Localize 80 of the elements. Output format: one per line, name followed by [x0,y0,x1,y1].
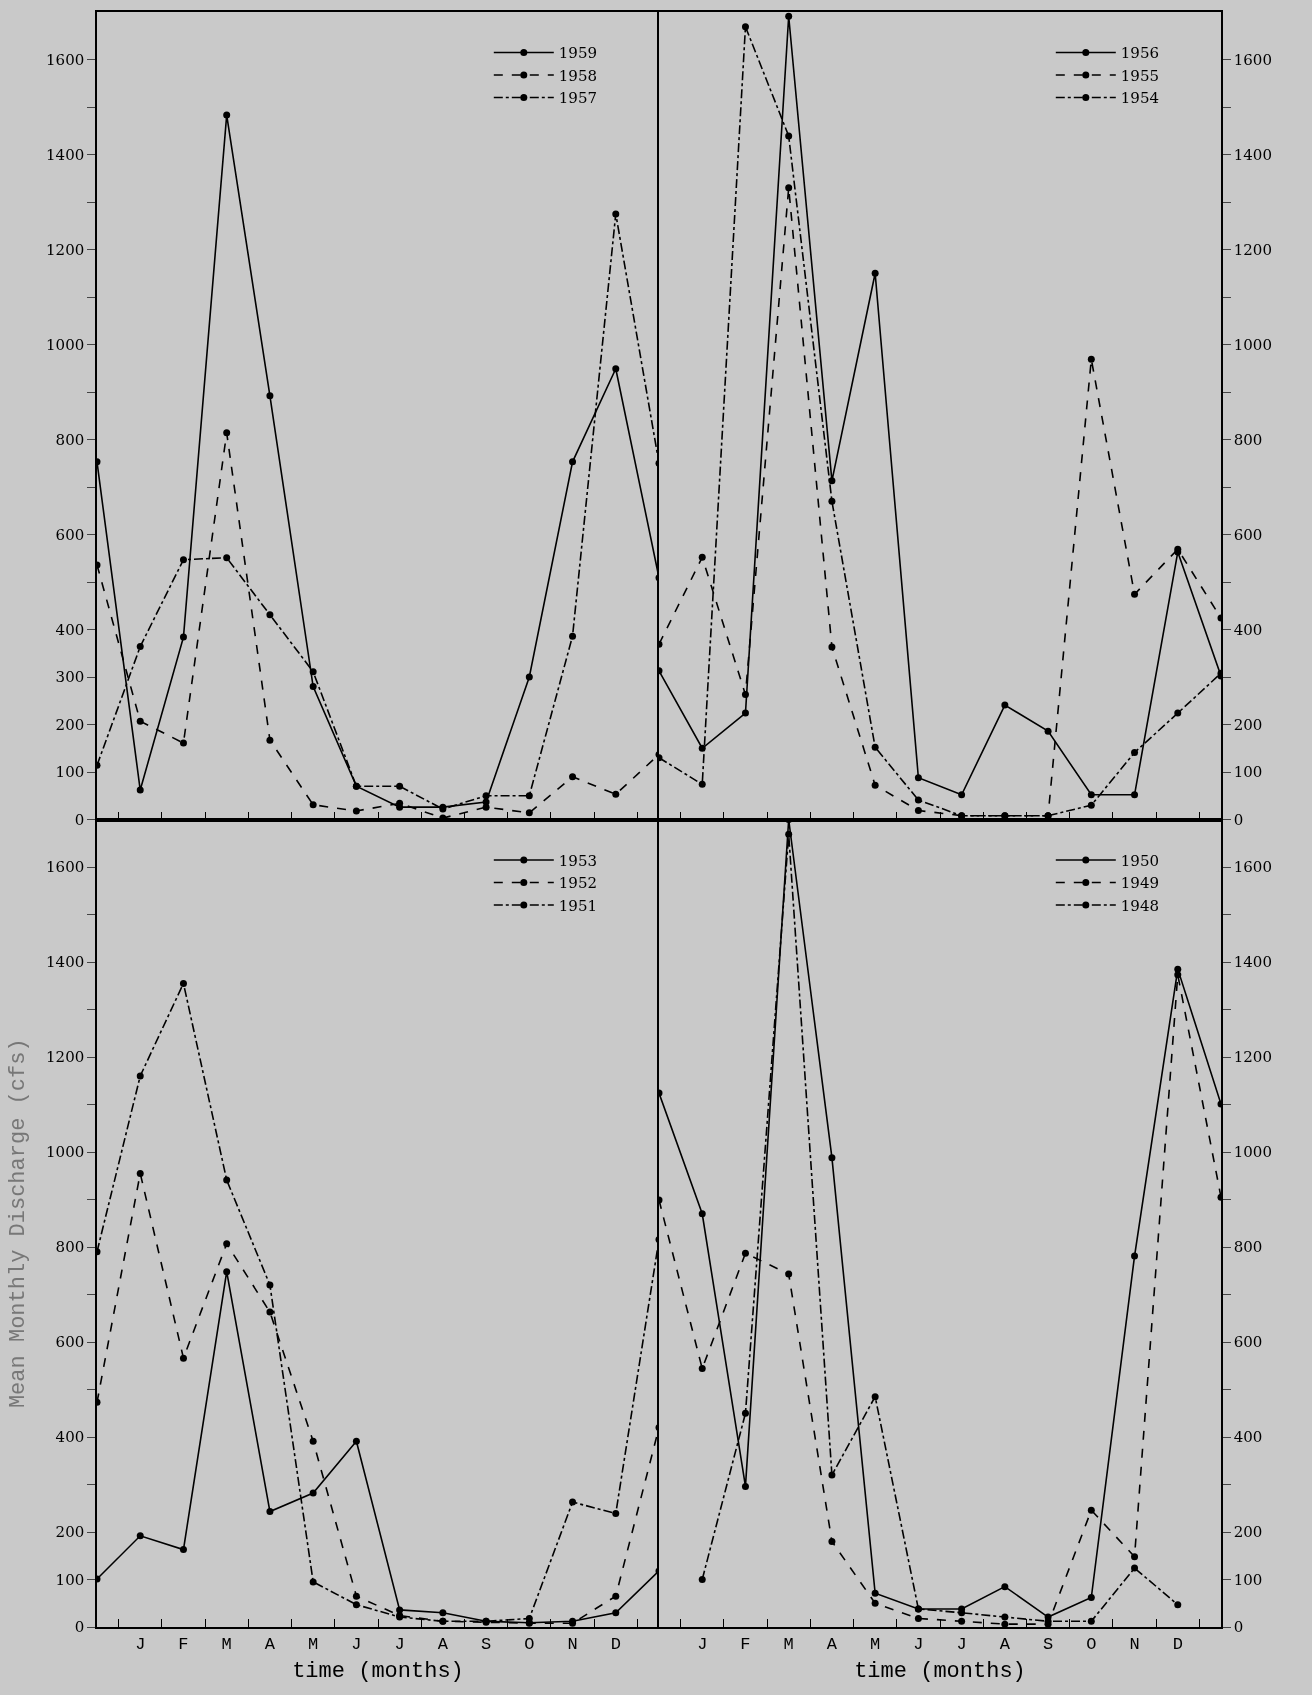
y-tick-label: 1600 [46,50,85,69]
legend-label: 1954 [1120,89,1159,108]
y-tick-label: 100 [55,1570,85,1589]
x-tick-label: M [870,1635,881,1655]
x-tick-label: M [783,1635,794,1655]
x-tick-label: D [1172,1635,1183,1655]
y-tick-label: 1600 [46,858,85,877]
y-tick-label: 1000 [1233,335,1272,354]
legend-label: 1952 [558,874,597,893]
y-tick-label: 400 [1233,620,1263,639]
x-tick-label: J [394,1635,405,1655]
y-tick-label: 1000 [1233,1143,1272,1162]
y-tick-label: 100 [1233,1570,1263,1589]
legend-label: 1959 [558,44,597,63]
x-tick-label: S [1042,1635,1054,1655]
y-tick-label: 1400 [46,145,85,164]
y-tick-label: 600 [55,1333,85,1352]
x-tick-label: N [1129,1635,1140,1655]
x-tick-label: F [740,1635,751,1655]
y-tick-label: 400 [1233,1428,1263,1447]
y-tick-label: 1400 [1233,953,1272,972]
y-tick-label: 1400 [46,953,85,972]
y-tick-label: 800 [55,1238,85,1257]
y-tick-label: 800 [55,430,85,449]
y-tick-label: 1000 [46,1143,85,1162]
x-tick-label: J [956,1635,967,1655]
y-tick-label: 300 [55,668,85,687]
x-tick-label: J [135,1635,146,1655]
x-axis-title: time (months) [854,1658,1026,1684]
legend-label: 1950 [1120,851,1159,870]
legend-label: 1951 [558,896,597,915]
legend-label: 1948 [1120,896,1159,915]
x-tick-label: F [178,1635,189,1655]
y-tick-label: 1200 [46,1048,85,1067]
x-tick-label: A [437,1635,449,1655]
x-tick-label: N [567,1635,578,1655]
y-tick-label: 100 [1233,763,1263,782]
y-tick-label: 400 [55,1428,85,1447]
x-tick-label: M [308,1635,319,1655]
y-tick-label: 400 [55,620,85,639]
x-tick-label: A [999,1635,1011,1655]
y-tick-label: 1400 [1233,145,1272,164]
y-tick-label: 200 [1233,715,1263,734]
y-axis-title: Mean Monthly Discharge (cfs) [6,1038,32,1409]
x-axis-title: time (months) [292,1658,464,1684]
y-tick-label: 1000 [46,335,85,354]
x-tick-label: O [1086,1635,1097,1655]
legend-label: 1949 [1120,874,1159,893]
legend-label: 1957 [558,89,597,108]
y-tick-label: 200 [1233,1523,1263,1542]
y-tick-label: 0 [74,1618,85,1637]
legend-label: 1953 [558,851,597,870]
legend-label: 1955 [1120,66,1159,85]
y-tick-label: 200 [55,715,85,734]
y-tick-label: 1600 [1233,858,1272,877]
legend-label: 1958 [558,66,597,85]
y-tick-label: 1200 [46,240,85,259]
x-tick-label: A [264,1635,276,1655]
y-tick-label: 0 [1233,810,1244,829]
x-tick-label: J [697,1635,708,1655]
x-tick-label: M [221,1635,232,1655]
legend-label: 1956 [1120,44,1159,63]
y-tick-label: 600 [1233,1333,1263,1352]
x-tick-label: A [826,1635,838,1655]
x-tick-label: S [480,1635,492,1655]
x-tick-label: O [524,1635,535,1655]
x-tick-label: J [913,1635,924,1655]
y-tick-label: 1200 [1233,240,1272,259]
y-tick-label: 800 [1233,1238,1263,1257]
y-tick-label: 200 [55,1523,85,1542]
y-tick-label: 1200 [1233,1048,1272,1067]
y-tick-label: 100 [55,763,85,782]
y-tick-label: 0 [74,810,85,829]
y-tick-label: 1600 [1233,50,1272,69]
x-tick-label: D [610,1635,621,1655]
y-tick-label: 600 [55,525,85,544]
y-tick-label: 600 [1233,525,1263,544]
x-tick-label: J [351,1635,362,1655]
y-tick-label: 0 [1233,1618,1244,1637]
y-tick-label: 800 [1233,430,1263,449]
